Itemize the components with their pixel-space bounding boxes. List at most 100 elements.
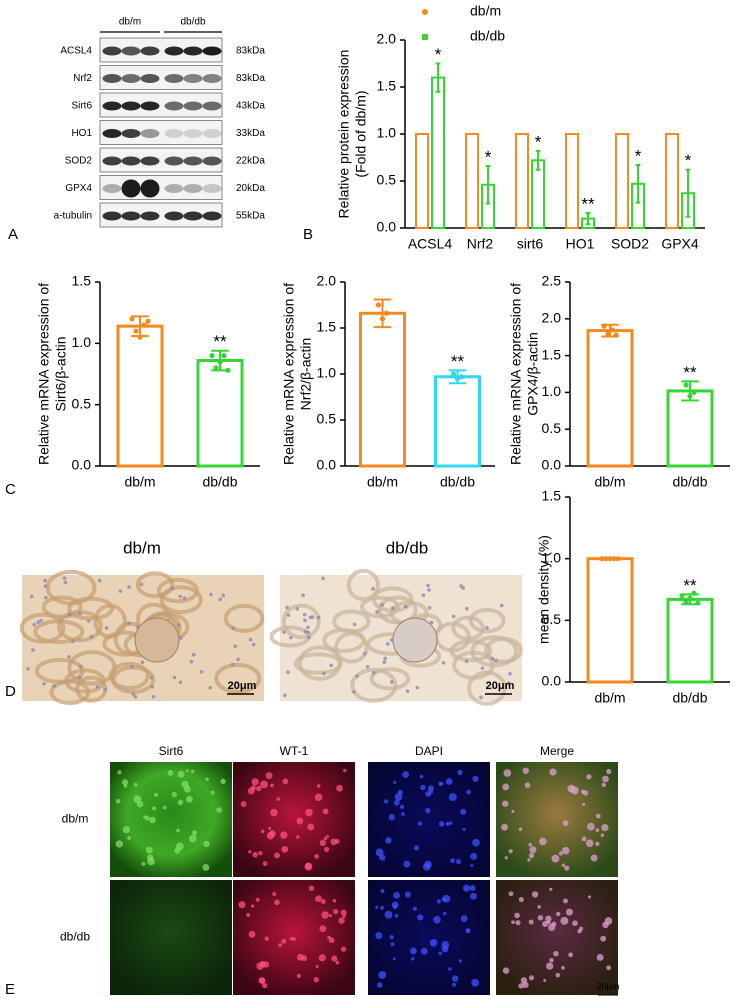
signal: [472, 775, 479, 782]
protein-label: SOD2: [65, 156, 93, 167]
signal: [527, 858, 531, 862]
western-blot: db/m db/db ACSL4 83kDa Nrf2 83kDa Sirt6 43kDa HO…: [54, 17, 265, 228]
signal: [256, 962, 265, 970]
size-label: 83kDa: [236, 73, 265, 84]
signal: [192, 830, 198, 836]
x-tick-label: db/db: [440, 474, 475, 490]
band: [183, 101, 203, 111]
y-tick-label: 0.5: [542, 420, 562, 436]
signal: [503, 769, 512, 777]
y-tick-label: 0.0: [542, 457, 562, 473]
signal: [220, 778, 226, 785]
signal: [326, 834, 330, 838]
nucleus: [286, 670, 290, 675]
nucleus: [182, 596, 187, 601]
nucleus: [221, 593, 226, 598]
error-bar: [435, 62, 441, 93]
tubule: [111, 665, 156, 694]
signal: [413, 845, 420, 851]
signal: [537, 905, 541, 909]
nucleus: [306, 625, 310, 630]
signal: [332, 899, 337, 903]
bar: [665, 133, 679, 229]
protein-label: ACSL4: [60, 46, 92, 57]
signal: [456, 859, 462, 865]
signal: [424, 860, 432, 869]
band: [183, 184, 203, 193]
band: [183, 211, 203, 221]
nucleus: [248, 637, 253, 642]
signal: [280, 831, 288, 839]
nucleus: [451, 614, 456, 619]
signal: [210, 790, 215, 795]
signal: [606, 768, 612, 775]
signal: [402, 771, 410, 779]
bar: [586, 557, 634, 684]
signal: [393, 780, 397, 784]
nucleus: [385, 642, 390, 646]
tubule: [452, 650, 495, 680]
signal: [585, 839, 594, 848]
nucleus: [285, 605, 289, 610]
signal: [601, 823, 609, 832]
signal: [188, 834, 197, 843]
nucleus: [63, 580, 68, 585]
signal: [314, 853, 319, 859]
signal: [528, 919, 534, 925]
y-tick-label: 1.0: [72, 334, 92, 350]
fluorescence-image: [110, 762, 232, 877]
data-point: [141, 322, 147, 328]
size-label: 83kDa: [236, 46, 265, 57]
band: [164, 101, 184, 111]
signal: [385, 837, 392, 844]
signal: [448, 793, 457, 802]
panel-label: A: [8, 226, 18, 243]
nucleus: [427, 605, 432, 610]
signal: [460, 915, 468, 922]
signal: [465, 928, 471, 934]
band: [202, 156, 222, 166]
y-axis-label: mean density (%): [536, 535, 552, 644]
signal: [572, 920, 578, 926]
signal: [508, 891, 514, 897]
signal: [504, 856, 508, 860]
nucleus: [508, 672, 512, 676]
nucleus: [303, 629, 308, 634]
nucleus: [133, 695, 138, 699]
signal: [296, 953, 304, 961]
x-tick-label: SOD2: [611, 236, 649, 252]
tubule: [159, 585, 203, 615]
nucleus: [427, 588, 431, 592]
band: [140, 46, 160, 56]
data-point: [605, 330, 611, 337]
bar: [359, 311, 406, 468]
signal: [600, 833, 605, 837]
tubule: [371, 586, 414, 613]
nucleus: [95, 685, 100, 689]
signal: [602, 775, 609, 783]
signal: [171, 791, 178, 798]
signal: [393, 800, 400, 806]
signal: [289, 936, 294, 941]
glomerulus: [134, 617, 180, 663]
signal: [145, 846, 153, 854]
signal: [378, 971, 387, 979]
signal: [543, 978, 547, 982]
data-point: [458, 374, 465, 380]
signal: [394, 793, 403, 801]
signal: [529, 846, 537, 854]
signal: [590, 854, 598, 862]
bar: [116, 324, 164, 468]
nucleus: [507, 681, 511, 685]
chart: 0.0 0.5 1.0 1.5 2.0 2.5 Relative mRNA expressi…: [508, 273, 730, 490]
signal: [167, 770, 174, 776]
signal: [256, 785, 262, 792]
legend-label: db/m: [470, 3, 501, 19]
signal: [595, 813, 601, 819]
signal: [511, 809, 515, 813]
x-tick-label: HO1: [566, 236, 595, 252]
signal: [562, 820, 569, 827]
signal: [340, 946, 347, 952]
row-label: db/m: [62, 812, 89, 826]
